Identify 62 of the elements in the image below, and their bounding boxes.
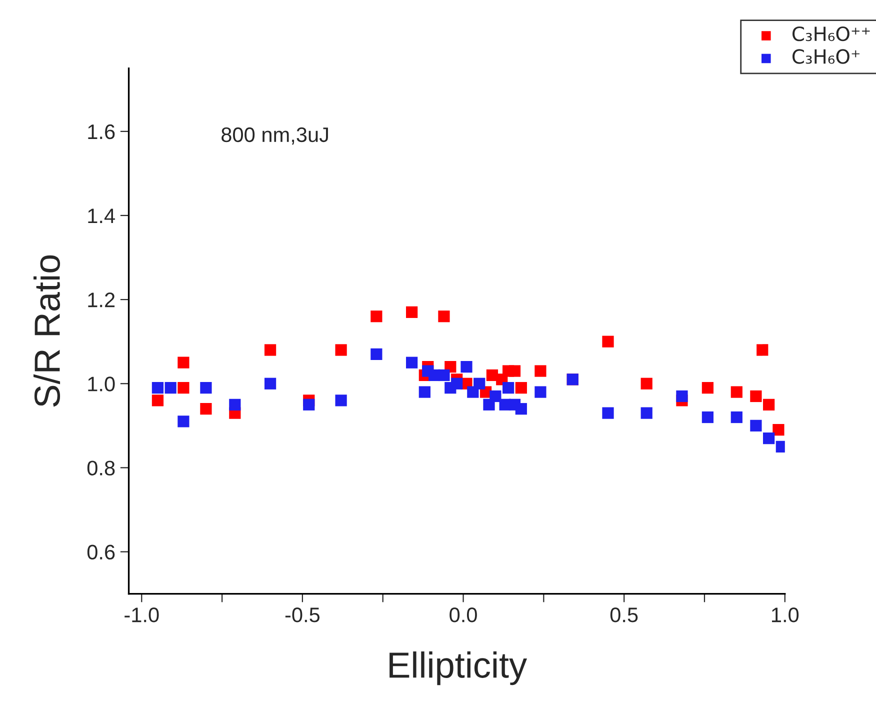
point <box>515 403 527 415</box>
point <box>164 382 176 394</box>
point <box>178 416 190 428</box>
point <box>676 390 688 402</box>
legend-label: C₃H₆O⁺⁺ <box>792 26 870 42</box>
x-tick-label: -0.5 <box>285 608 320 622</box>
point <box>756 344 768 356</box>
point <box>702 411 714 424</box>
point <box>460 361 472 373</box>
point <box>418 386 430 398</box>
point <box>335 394 347 406</box>
x-axis-title: Ellipticity <box>390 651 527 686</box>
point <box>534 365 546 377</box>
x-tick-label: 0.0 <box>450 608 477 622</box>
point <box>730 411 742 424</box>
point <box>200 403 212 415</box>
point <box>451 378 463 390</box>
y-tick-label: 0.6 <box>87 544 115 560</box>
point <box>406 356 418 368</box>
x-tick-label: 0.5 <box>610 608 638 622</box>
point <box>750 420 762 432</box>
point <box>602 336 614 348</box>
x-tick-label: -1.0 <box>124 608 159 622</box>
point <box>178 382 190 394</box>
point <box>508 365 521 377</box>
point <box>702 382 714 394</box>
point <box>200 382 212 394</box>
point <box>264 378 276 390</box>
point <box>406 306 418 318</box>
point <box>772 424 784 436</box>
point <box>763 432 775 444</box>
point <box>438 310 450 322</box>
point <box>152 394 164 406</box>
point <box>229 398 241 410</box>
point <box>474 378 486 390</box>
point <box>178 356 190 368</box>
point <box>490 390 502 402</box>
y-tick-label: 1.0 <box>88 376 115 392</box>
y-tick-label: 1.2 <box>88 292 115 308</box>
point <box>438 369 450 382</box>
point <box>640 378 652 390</box>
point <box>152 382 164 394</box>
point <box>640 407 652 419</box>
point <box>602 407 614 419</box>
y-axis-title: S/R Ratio <box>34 255 60 407</box>
point <box>370 310 382 322</box>
point <box>502 382 514 394</box>
x-tick-label: 1.0 <box>772 608 799 622</box>
point <box>763 398 775 410</box>
point <box>264 344 276 356</box>
y-tick-label: 1.4 <box>88 208 115 224</box>
point <box>534 386 546 398</box>
point <box>730 386 742 398</box>
annotation: 800 nm,3uJ <box>222 127 328 145</box>
point <box>335 344 347 356</box>
y-tick-label: 1.6 <box>88 124 115 140</box>
point <box>750 390 762 402</box>
legend-label: C₃H₆O⁺ <box>792 49 860 64</box>
point <box>370 348 382 360</box>
point <box>303 398 315 410</box>
y-tick-label: 0.8 <box>87 460 115 476</box>
point <box>515 382 527 394</box>
